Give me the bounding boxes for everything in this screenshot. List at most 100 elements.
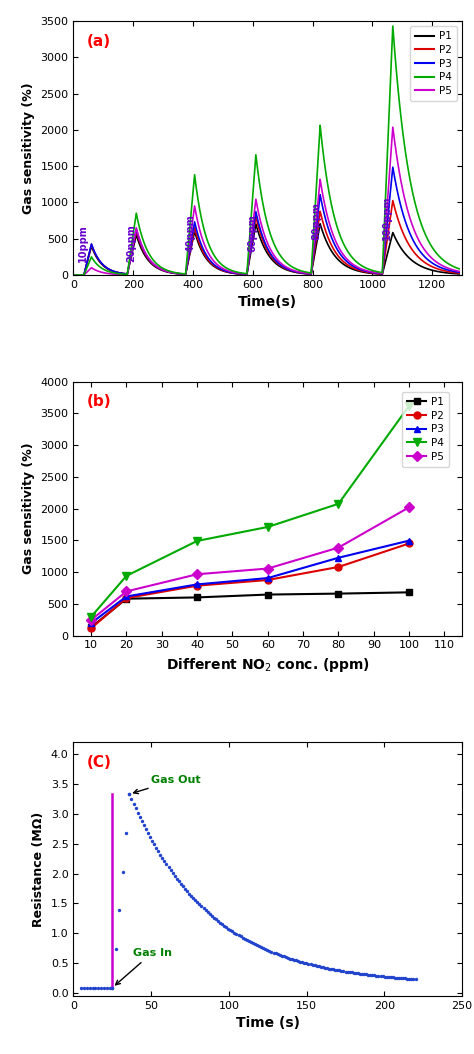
Point: [311, 957, 319, 974]
Point: [130, 795, 137, 812]
Point: [190, 890, 197, 906]
Text: (a): (a): [87, 34, 111, 48]
Point: [165, 859, 173, 876]
Point: [381, 969, 388, 985]
Point: [122, 824, 130, 841]
Point: [371, 967, 378, 983]
Y-axis label: Gas sensitivity (%): Gas sensitivity (%): [22, 82, 35, 214]
Point: [100, 979, 108, 996]
Point: [150, 836, 158, 853]
Point: [103, 979, 110, 996]
Point: [391, 969, 399, 985]
Point: [187, 887, 195, 904]
Point: [317, 958, 325, 975]
Point: [97, 979, 105, 996]
Text: 60ppm: 60ppm: [247, 214, 257, 252]
Point: [249, 935, 257, 952]
Point: [163, 856, 170, 873]
Point: [138, 813, 146, 829]
Point: [155, 843, 162, 860]
Point: [144, 824, 152, 841]
Point: [268, 943, 275, 960]
Point: [352, 964, 360, 981]
Point: [77, 979, 85, 996]
Point: [204, 904, 211, 921]
Point: [175, 873, 182, 890]
Point: [159, 850, 166, 866]
Point: [233, 925, 240, 942]
Point: [106, 979, 113, 996]
Point: [395, 970, 403, 987]
Point: [299, 954, 306, 971]
Point: [185, 885, 193, 902]
Point: [288, 951, 296, 968]
Point: [282, 949, 290, 965]
Point: [179, 878, 187, 895]
Point: [196, 896, 203, 913]
Y-axis label: Gas sensitivity (%): Gas sensitivity (%): [22, 443, 35, 574]
Text: (C): (C): [87, 755, 112, 769]
Legend: P1, P2, P3, P4, P5: P1, P2, P3, P4, P5: [410, 26, 457, 101]
Point: [222, 919, 230, 936]
Point: [89, 979, 96, 996]
Point: [146, 828, 154, 845]
Point: [86, 979, 93, 996]
Point: [173, 871, 181, 887]
Point: [264, 941, 271, 958]
Point: [329, 961, 337, 978]
X-axis label: Time(s): Time(s): [238, 295, 297, 310]
Point: [253, 937, 261, 954]
Point: [294, 953, 302, 970]
Point: [406, 971, 413, 988]
Point: [94, 979, 102, 996]
Point: [385, 969, 392, 985]
Point: [410, 971, 417, 988]
Text: 40ppm: 40ppm: [186, 214, 196, 252]
Point: [383, 969, 391, 985]
Point: [360, 965, 368, 982]
Point: [280, 948, 288, 964]
Point: [321, 959, 329, 976]
Point: [362, 967, 370, 983]
X-axis label: Different NO$_2$ conc. (ppm): Different NO$_2$ conc. (ppm): [166, 656, 370, 674]
Point: [119, 863, 127, 880]
Point: [83, 979, 91, 996]
Point: [356, 965, 364, 982]
Point: [247, 934, 255, 951]
Point: [148, 833, 156, 850]
Point: [161, 853, 168, 870]
Point: [400, 970, 407, 987]
Text: (b): (b): [87, 394, 112, 409]
Point: [284, 950, 292, 967]
Point: [323, 960, 331, 977]
Point: [331, 961, 339, 978]
Point: [231, 924, 238, 941]
Point: [350, 964, 357, 981]
Point: [91, 979, 99, 996]
Point: [109, 979, 116, 996]
Point: [136, 808, 144, 825]
Y-axis label: Resistance (MΩ): Resistance (MΩ): [32, 812, 46, 926]
Point: [340, 962, 347, 979]
Point: [274, 945, 282, 962]
Point: [393, 970, 401, 987]
Point: [302, 955, 310, 972]
Point: [193, 894, 201, 911]
Point: [112, 940, 119, 957]
Point: [319, 959, 327, 976]
Point: [200, 900, 207, 917]
Point: [272, 945, 279, 962]
Point: [325, 960, 333, 977]
Point: [315, 958, 323, 975]
Point: [276, 946, 283, 963]
Point: [128, 790, 135, 807]
Point: [237, 929, 245, 945]
Point: [126, 785, 133, 802]
Point: [142, 821, 150, 838]
Text: 10ppm: 10ppm: [77, 225, 87, 261]
Point: [214, 913, 222, 930]
Point: [220, 917, 228, 934]
Point: [401, 970, 409, 987]
Point: [134, 804, 141, 821]
Point: [379, 968, 386, 984]
